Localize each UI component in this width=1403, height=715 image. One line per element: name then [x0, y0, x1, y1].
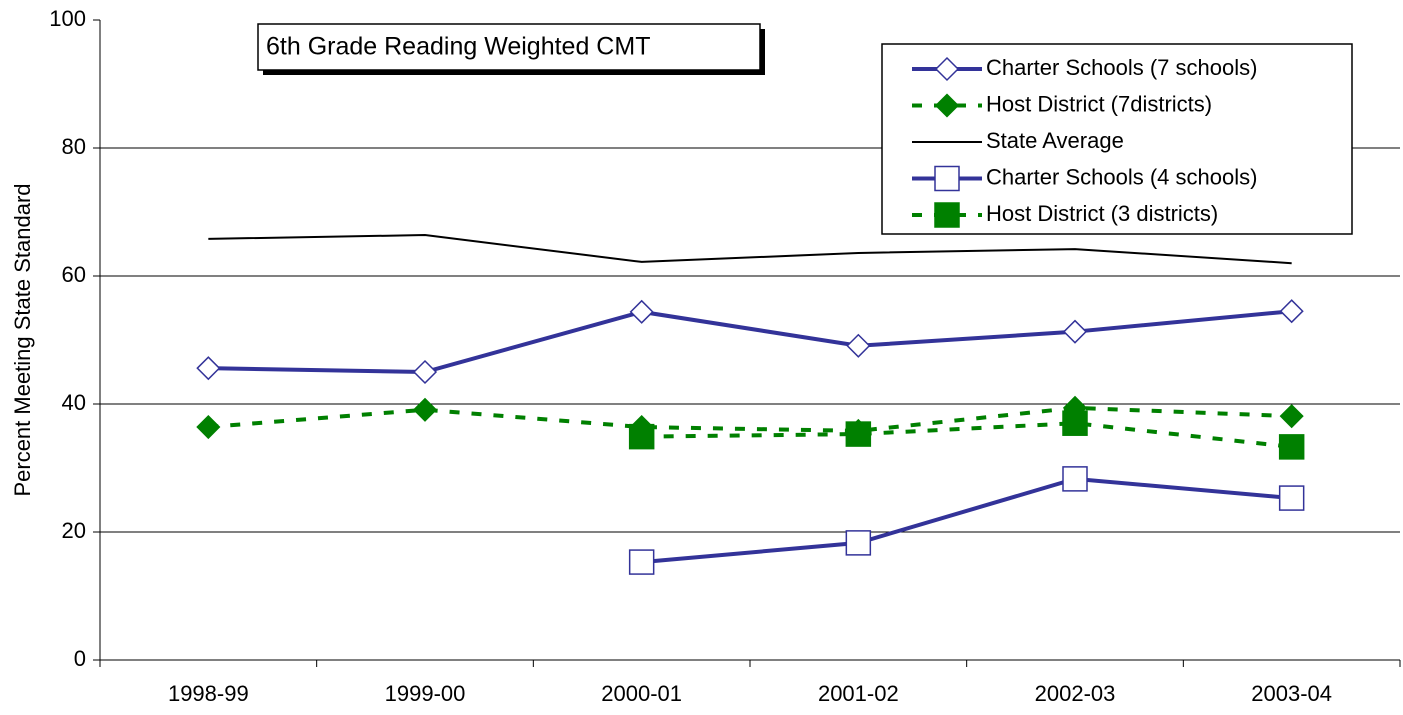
y-tick-label: 100 — [49, 6, 86, 31]
y-tick-label: 0 — [74, 646, 86, 671]
title-box — [257, 23, 761, 71]
data-point — [1278, 485, 1305, 511]
y-tick-label: 60 — [62, 262, 86, 287]
legend: Charter Schools (7 schools) Host District… — [881, 43, 1353, 235]
y-tick-label: 20 — [62, 518, 86, 543]
data-point — [629, 299, 654, 324]
y-axis-label: Percent Meeting State Standard — [10, 183, 35, 496]
legend-marker — [934, 202, 960, 228]
data-point — [628, 549, 655, 575]
data-point — [412, 359, 438, 385]
x-tick-label: 1998-99 — [168, 681, 249, 706]
data-point — [1062, 319, 1088, 344]
data-point — [1278, 434, 1305, 460]
x-tick-label: 1999-00 — [385, 681, 466, 706]
data-point — [196, 356, 221, 381]
data-point — [845, 530, 872, 556]
legend-box — [881, 43, 1353, 235]
legend-marker — [934, 165, 960, 192]
data-point — [1062, 466, 1088, 492]
legend-label: State Average — [986, 128, 1124, 153]
data-point — [628, 423, 655, 450]
legend-marker — [934, 56, 960, 82]
legend-label: Charter Schools (4 schools) — [986, 164, 1257, 189]
data-point — [412, 397, 438, 422]
x-tick-label: 2001-02 — [818, 681, 899, 706]
legend-label: Charter Schools (7 schools) — [986, 55, 1257, 80]
series-line — [208, 405, 1292, 433]
data-point — [1279, 404, 1304, 429]
chart-title: 6th Grade Reading Weighted CMT — [266, 33, 650, 61]
data-point — [1062, 410, 1088, 436]
series-line — [208, 309, 1292, 375]
legend-label: Host District (3 districts) — [986, 201, 1218, 226]
data-point — [846, 333, 871, 358]
data-point — [196, 414, 221, 440]
series-line — [641, 421, 1292, 449]
data-point — [1279, 299, 1304, 324]
series-line — [641, 476, 1292, 565]
legend-marker — [934, 93, 960, 118]
x-tick-label: 2000-01 — [601, 681, 682, 706]
x-tick-label: 2003-04 — [1251, 681, 1332, 706]
legend-label: Host District (7districts) — [986, 91, 1212, 116]
series-line — [208, 234, 1292, 265]
y-tick-label: 40 — [62, 390, 86, 415]
y-tick-label: 80 — [62, 134, 86, 159]
data-point — [845, 421, 872, 447]
x-tick-label: 2002-03 — [1035, 681, 1116, 706]
